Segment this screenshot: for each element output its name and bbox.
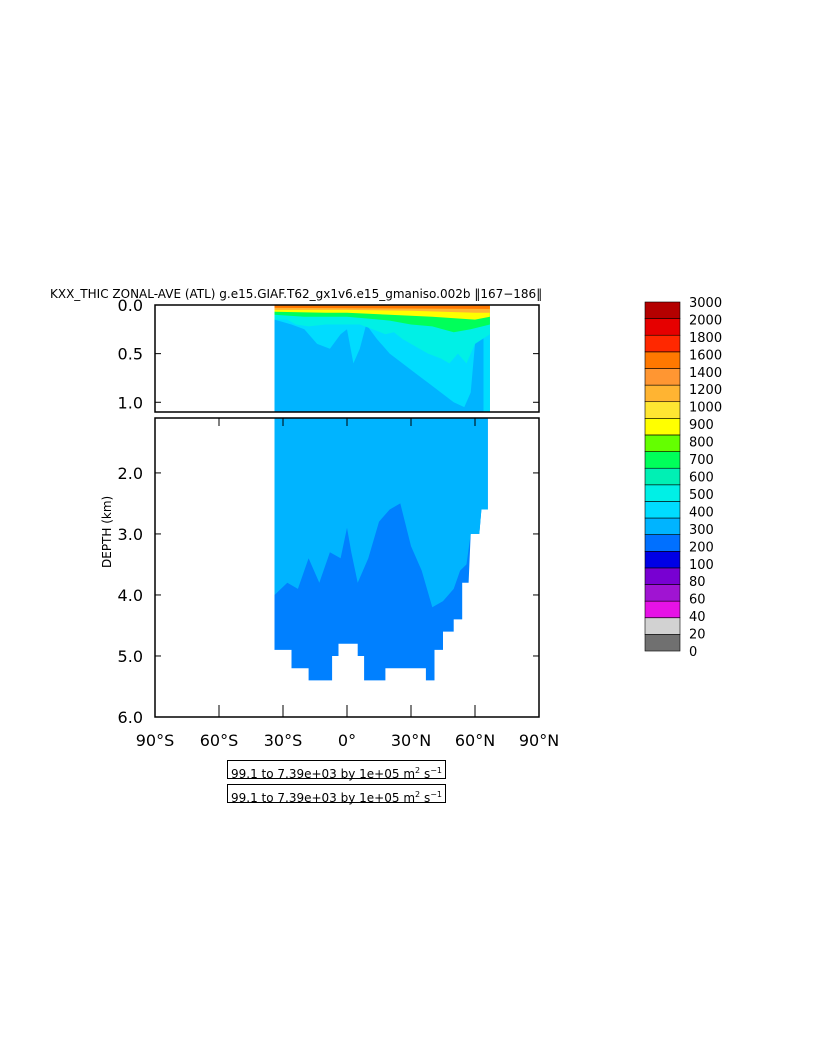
unit-tail-exponent-1: −1 (430, 766, 442, 775)
x-axis: 90°S 60°S 30°S 0° 30°N 60°N 90°N (136, 418, 559, 750)
colorbar-swatch (644, 401, 681, 419)
field-upper-1600-1800 (274, 305, 490, 309)
colorbar-label: 60 (689, 593, 706, 608)
x-tick-label: 30°N (391, 731, 431, 750)
colorbar-swatch (644, 501, 681, 519)
x-tick-label: 90°S (136, 731, 175, 750)
upper-panel (154, 304, 540, 413)
colorbar-label: 1800 (689, 331, 722, 346)
y-tick-label: 1.0 (118, 393, 143, 412)
colorbar-label: 80 (689, 575, 706, 590)
colorbar-label: 1200 (689, 383, 722, 398)
colorbar-label: 900 (689, 418, 714, 433)
colorbar-swatch (644, 351, 681, 369)
colorbar-swatch (644, 334, 681, 353)
y-axis-label: DEPTH (km) (100, 496, 114, 568)
colorbar-swatch (644, 467, 681, 486)
upper-panel-frame (154, 304, 540, 413)
x-tick-label: 60°S (200, 731, 239, 750)
contour-range-text-1: 99.1 to 7.39e+03 by 1e+05 m (231, 767, 416, 781)
y-tick-label: 5.0 (118, 647, 143, 666)
y-tick-label: 6.0 (118, 708, 143, 727)
contour-range-text-2: 99.1 to 7.39e+03 by 1e+05 m (231, 791, 416, 805)
colorbar-label: 3000 (689, 296, 722, 311)
contour-range-box-1: 99.1 to 7.39e+03 by 1e+05 m2 s−1 (227, 760, 446, 781)
colorbar-swatch (644, 417, 681, 436)
y-tick-label: 2.0 (118, 464, 143, 483)
colorbar-swatch (644, 634, 681, 652)
colorbar-label: 40 (689, 610, 706, 625)
colorbar-swatch (644, 534, 681, 552)
colorbar-label: 1400 (689, 366, 722, 381)
colorbar-label: 20 (689, 628, 706, 643)
colorbar-label: 600 (689, 471, 714, 486)
colorbar-swatch (644, 484, 681, 502)
x-tick-label: 90°N (519, 731, 559, 750)
colorbar-swatch (644, 368, 681, 386)
y-tick-label: 0.0 (118, 296, 143, 315)
y-axis-lower: 2.0 3.0 4.0 5.0 6.0 (118, 464, 539, 727)
colorbar-label: 700 (689, 453, 714, 468)
colorbar: 0 20 40 60 80 100 200 300 400 500 600 700 800 900 1000… (644, 296, 722, 660)
colorbar-label: 300 (689, 523, 714, 538)
colorbar-swatch (644, 550, 681, 569)
colorbar-swatch (644, 600, 681, 619)
colorbar-swatch (644, 567, 681, 585)
y-tick-label: 3.0 (118, 525, 143, 544)
y-tick-label: 0.5 (118, 345, 143, 364)
unit-tail-2: s (423, 791, 431, 805)
y-axis-upper: 0.0 0.5 1.0 (118, 296, 539, 412)
colorbar-label: 200 (689, 540, 714, 555)
field-mid-300-400 (274, 418, 488, 608)
colorbar-swatch (644, 384, 681, 403)
unit-exponent-2: 2 (415, 790, 421, 799)
colorbar-label: 0 (689, 645, 697, 660)
colorbar-label: 800 (689, 436, 714, 451)
colorbar-swatch (644, 434, 681, 452)
x-tick-label: 60°N (455, 731, 495, 750)
contour-range-box-2: 99.1 to 7.39e+03 by 1e+05 m2 s−1 (227, 784, 446, 805)
colorbar-label: 500 (689, 488, 714, 503)
colorbar-swatch (644, 584, 681, 602)
colorbar-swatch (644, 301, 681, 319)
colorbar-label: 1000 (689, 401, 722, 416)
colorbar-swatch (644, 451, 681, 469)
colorbar-swatch (644, 517, 681, 535)
unit-tail-1: s (423, 767, 431, 781)
colorbar-label: 100 (689, 558, 714, 573)
x-tick-label: 0° (338, 731, 356, 750)
colorbar-swatch (644, 617, 681, 635)
unit-exponent-1: 2 (415, 766, 421, 775)
y-tick-label: 4.0 (118, 586, 143, 605)
colorbar-swatch (644, 318, 681, 336)
colorbar-label: 2000 (689, 313, 722, 328)
x-tick-label: 30°S (264, 731, 303, 750)
colorbar-label: 1600 (689, 348, 722, 363)
unit-tail-exponent-2: −1 (430, 790, 442, 799)
lower-panel (154, 417, 540, 718)
chart-title: KXX_THIC ZONAL-AVE (ATL) g.e15.GIAF.T62_… (50, 287, 542, 301)
colorbar-label: 400 (689, 505, 714, 520)
